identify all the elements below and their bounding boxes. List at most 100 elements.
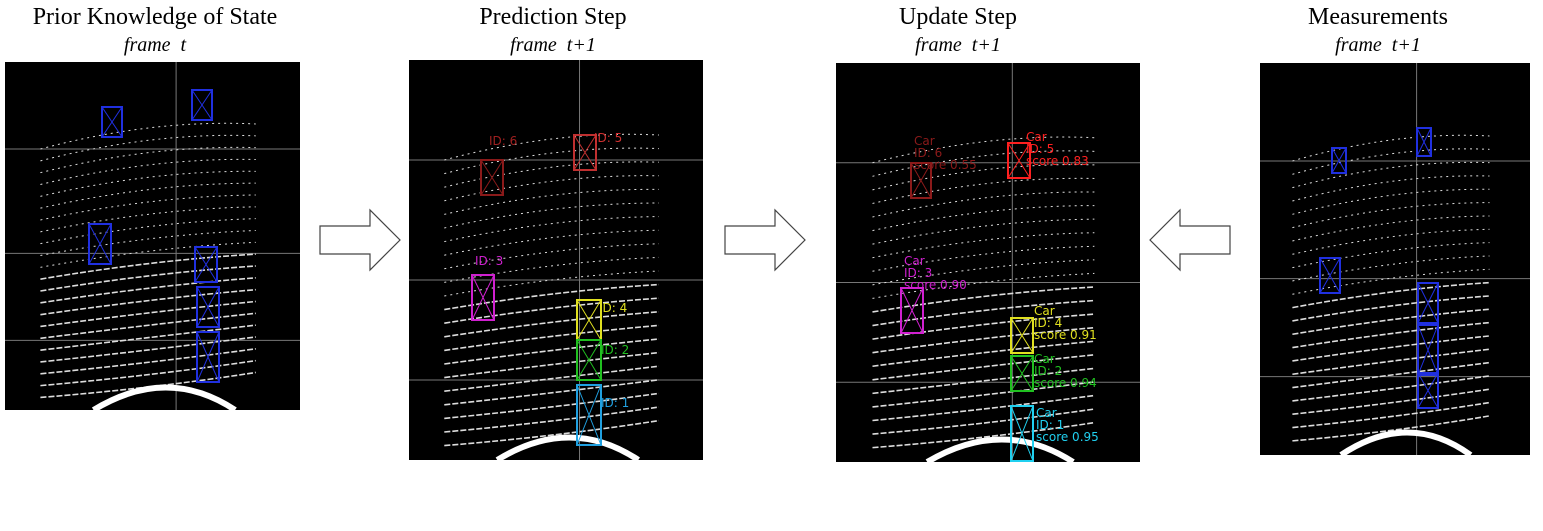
box-cross [1417, 282, 1439, 324]
track-label: score 0.83 [1026, 154, 1089, 168]
box-cross [910, 162, 932, 199]
point-ring [40, 371, 256, 399]
track-label: score 0.91 [1034, 328, 1097, 342]
track-label: Car [914, 134, 935, 148]
point-ring [1292, 415, 1490, 442]
point-ring [1292, 202, 1490, 229]
box-cross [900, 287, 924, 334]
point-ring [1292, 242, 1490, 269]
box-cross [101, 106, 123, 138]
lidar-image [5, 62, 300, 410]
point-ring [872, 272, 1095, 299]
point-ring [40, 359, 256, 387]
point-ring [1292, 388, 1490, 416]
point-ring [1292, 375, 1490, 402]
track-label: score 0.55 [914, 158, 977, 172]
bounding-box [1331, 147, 1347, 174]
point-ring [40, 277, 256, 304]
bounding-box [900, 287, 924, 334]
bounding-box [196, 331, 220, 383]
point-ring [872, 394, 1095, 422]
bounding-box [1417, 324, 1439, 376]
box-cross [194, 246, 218, 283]
point-ring [40, 324, 256, 351]
point-ring [872, 381, 1095, 408]
bounding-box [1417, 282, 1439, 324]
point-ring [872, 408, 1095, 435]
bounding-box [576, 384, 602, 446]
track-label: ID: 1 [1036, 418, 1064, 432]
point-ring [40, 336, 256, 363]
panel-subtitle: frame t+1 [510, 34, 596, 56]
box-cross [480, 159, 504, 196]
point-ring [444, 365, 659, 392]
track-label: ID: 5 [1026, 142, 1054, 156]
box-cross [1010, 405, 1034, 462]
point-ring [1292, 148, 1490, 175]
point-ring [1292, 268, 1490, 295]
point-ring [444, 406, 660, 433]
point-ring [872, 340, 1095, 368]
bounding-box [88, 223, 112, 265]
point-ring [872, 191, 1095, 218]
point-ring [1292, 134, 1490, 162]
panel-subtitle: frame t [124, 34, 187, 56]
bounding-box [1416, 127, 1432, 157]
lidar-image [409, 60, 703, 460]
track-label: Car [904, 254, 925, 268]
point-ring [1292, 215, 1490, 242]
box-cross [191, 89, 213, 121]
track-label: score 0.90 [904, 278, 967, 292]
bounding-box [910, 162, 932, 199]
panel-title: Prior Knowledge of State [33, 4, 278, 30]
bounding-box [1010, 405, 1034, 462]
track-label: ID: 6 [489, 134, 517, 148]
point-ground [925, 436, 1075, 465]
point-ring [444, 338, 659, 365]
point-ring [872, 205, 1095, 232]
point-ring [1292, 228, 1490, 255]
bounding-box [471, 274, 495, 321]
lidar-image [836, 63, 1140, 462]
box-cross [576, 339, 602, 381]
point-ring [872, 326, 1095, 354]
bounding-box [1007, 142, 1031, 179]
panel-title: Prediction Step [479, 4, 626, 30]
box-cross [1010, 317, 1034, 354]
bounding-box [1010, 317, 1034, 354]
arrow-right [319, 208, 401, 272]
track-label: ID: 3 [904, 266, 932, 280]
point-ring [40, 122, 256, 150]
box-cross [1416, 127, 1432, 157]
point-ring [1292, 188, 1490, 215]
box-cross [196, 286, 220, 328]
bounding-box [101, 106, 123, 138]
box-cross [576, 384, 602, 446]
point-ring [40, 300, 256, 328]
point-ring [1292, 361, 1490, 389]
box-cross [1007, 142, 1031, 179]
track-label: Car [1026, 130, 1047, 144]
point-ring [872, 164, 1095, 191]
panel-subtitle: frame t+1 [915, 34, 1001, 56]
box-cross [1010, 355, 1034, 392]
track-label: ID: 2 [1034, 364, 1062, 378]
point-ring [1292, 401, 1490, 429]
point-ring [1292, 335, 1490, 362]
point-ring [40, 134, 256, 162]
box-cross [576, 299, 602, 341]
track-label: ID: 6 [914, 146, 942, 160]
bounding-box [573, 134, 597, 171]
box-cross [88, 223, 112, 265]
track-label: ID: 1 [601, 396, 629, 410]
track-label: score 0.94 [1034, 376, 1097, 390]
track-label: Car [1034, 352, 1055, 366]
point-ring [40, 288, 256, 316]
point-ring [444, 311, 659, 338]
arrow-left [1149, 208, 1231, 272]
point-ring [444, 324, 659, 352]
box-cross [196, 331, 220, 383]
point-ring [1292, 255, 1490, 282]
bounding-box [576, 339, 602, 381]
box-cross [1319, 257, 1341, 294]
